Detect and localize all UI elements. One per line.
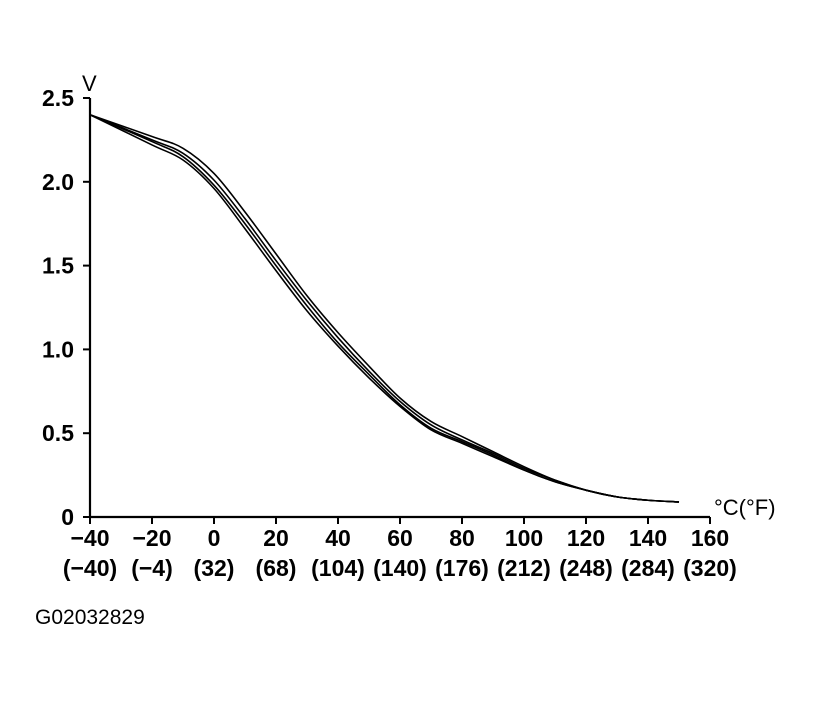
x-tick-label-fahrenheit: (140) bbox=[373, 555, 427, 581]
x-tick-label-fahrenheit: (32) bbox=[194, 555, 235, 581]
y-tick-label: 0.5 bbox=[42, 420, 74, 446]
x-tick-label: 80 bbox=[449, 525, 475, 551]
x-tick-label-fahrenheit: (−4) bbox=[131, 555, 173, 581]
x-tick-label-fahrenheit: (176) bbox=[435, 555, 489, 581]
x-tick-label: 120 bbox=[567, 525, 605, 551]
x-tick-label-fahrenheit: (68) bbox=[256, 555, 297, 581]
x-tick-marks bbox=[89, 517, 711, 524]
voltage-curves bbox=[89, 114, 680, 503]
x-axis-unit-label: °C(°F) bbox=[714, 495, 776, 520]
x-tick-label-fahrenheit: (320) bbox=[683, 555, 737, 581]
x-tick-label-fahrenheit: (284) bbox=[621, 555, 675, 581]
x-tick-labels: −40 −20 0 20 40 60 80 100 120 140 160 bbox=[70, 525, 729, 551]
x-tick-label: 160 bbox=[691, 525, 729, 551]
x-tick-label-fahrenheit: (212) bbox=[497, 555, 551, 581]
y-tick-marks bbox=[83, 97, 90, 518]
x-tick-label: 40 bbox=[325, 525, 351, 551]
y-tick-label: 1.0 bbox=[42, 336, 74, 362]
x-tick-label: 140 bbox=[629, 525, 667, 551]
x-tick-label: 100 bbox=[505, 525, 543, 551]
x-tick-label: 60 bbox=[387, 525, 413, 551]
x-tick-label: −40 bbox=[70, 525, 109, 551]
y-tick-label: 0 bbox=[61, 504, 74, 530]
x-tick-labels-fahrenheit: (−40) (−4) (32) (68) (104) (140) (176) (212) (24… bbox=[63, 555, 737, 581]
voltage-curve-4 bbox=[89, 114, 680, 503]
x-tick-label: 20 bbox=[263, 525, 289, 551]
x-tick-label: −20 bbox=[132, 525, 171, 551]
y-tick-labels: 2.5 2.0 1.5 1.0 0.5 0 bbox=[42, 85, 74, 530]
voltage-curve-1 bbox=[89, 114, 680, 503]
x-tick-label-fahrenheit: (−40) bbox=[63, 555, 117, 581]
y-tick-label: 2.5 bbox=[42, 85, 74, 111]
y-tick-label: 2.0 bbox=[42, 169, 74, 195]
voltage-curve-3 bbox=[89, 114, 680, 503]
y-axis-unit-label: V bbox=[82, 71, 97, 96]
y-tick-label: 1.5 bbox=[42, 253, 74, 279]
figure-id: G02032829 bbox=[35, 606, 145, 629]
x-tick-label-fahrenheit: (248) bbox=[559, 555, 613, 581]
x-tick-label-fahrenheit: (104) bbox=[311, 555, 365, 581]
voltage-curve-2 bbox=[89, 114, 680, 503]
x-tick-label: 0 bbox=[208, 525, 221, 551]
